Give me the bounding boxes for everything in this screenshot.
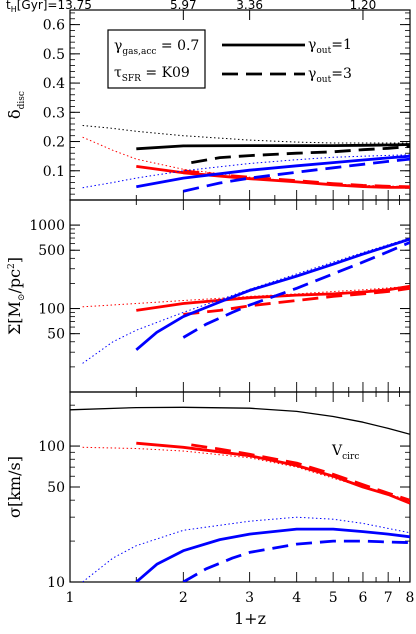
top-axis-title: tH[Gyr]=13.75	[6, 0, 92, 14]
series-red-solid	[136, 284, 410, 312]
legend-gamma-acc: γgas,acc = 0.7	[114, 38, 199, 57]
y-axis-title: δdisc	[5, 91, 27, 119]
x-tick-label: 6	[359, 590, 368, 606]
panel-frame	[69, 199, 411, 393]
series-black-solid	[136, 143, 410, 151]
x-tick-label: 4	[292, 590, 301, 606]
series-black-dashed	[191, 145, 410, 164]
y-tick-label: 10	[47, 575, 65, 591]
x-tick-label: 3	[245, 590, 254, 606]
y-tick-label: 50	[47, 327, 65, 343]
series-red-dashed	[191, 443, 410, 502]
y-tick-label: 50	[47, 480, 65, 496]
y-axis-title: σ[km/s]	[5, 456, 24, 518]
panel-middle: 50 100 500 1000 Σ[M⊙/pc2]	[5, 199, 411, 393]
panel-bottom: 10 50 100 σ[km/s]	[5, 391, 411, 591]
legend-label-gamma-out: γout=3	[308, 66, 352, 85]
vcirc-label: Vcirc	[331, 443, 359, 462]
series-black-dotted	[82, 125, 410, 144]
y-tick-label: 100	[38, 439, 65, 455]
top-axis-tick-label: 5.97	[170, 0, 197, 12]
x-tick-label: 8	[406, 590, 415, 606]
series-blue-dotted	[82, 516, 410, 582]
x-axis-title: 1+z	[234, 609, 266, 628]
legend-label-gamma-out: γout=1	[308, 37, 352, 56]
series-red-dashed	[183, 169, 410, 189]
y-tick-label: 0.5	[43, 47, 65, 63]
legend-tau-sfr: τSFR = K09	[114, 65, 190, 84]
x-tick-label: 7	[384, 590, 393, 606]
y-tick-label: 0.3	[43, 105, 65, 121]
series-red-solid	[136, 165, 410, 189]
series-blue-solid	[135, 237, 410, 351]
x-tick-label: 1	[66, 590, 75, 606]
series-blue-dotted	[82, 154, 410, 189]
y-tick-label: 0.1	[43, 164, 65, 180]
series-blue-solid	[136, 154, 410, 189]
series-blue-solid	[135, 527, 410, 582]
y-tick-label: 0.2	[43, 135, 65, 151]
series-blue-dashed	[182, 157, 410, 193]
series-red-dashed	[183, 286, 410, 316]
y-tick-label: 100	[38, 302, 65, 318]
series-blue-dashed	[182, 539, 410, 582]
series-blue-dotted	[82, 237, 410, 364]
series-black-solid	[70, 406, 410, 435]
top-axis-tick-label: 3.36	[236, 0, 263, 12]
series-red-solid	[136, 441, 410, 505]
top-axis-tick-label: 1.20	[350, 0, 377, 12]
panel-top: 0.1 0.2 0.3 0.4 0.5 0.6 δdisc	[5, 9, 411, 201]
y-axis-title: Σ[M⊙/pc2]	[5, 257, 27, 335]
series-red-dotted	[82, 285, 410, 308]
series-red-dotted	[82, 136, 410, 188]
y-tick-label: 500	[38, 243, 65, 259]
series-blue-dashed	[182, 241, 410, 339]
y-tick-label: 0.6	[43, 18, 65, 34]
x-tick-label: 5	[329, 590, 338, 606]
y-tick-label: 0.4	[43, 76, 65, 92]
x-tick-label: 2	[179, 590, 188, 606]
y-tick-label: 1000	[29, 218, 65, 234]
legend-box	[107, 29, 206, 89]
